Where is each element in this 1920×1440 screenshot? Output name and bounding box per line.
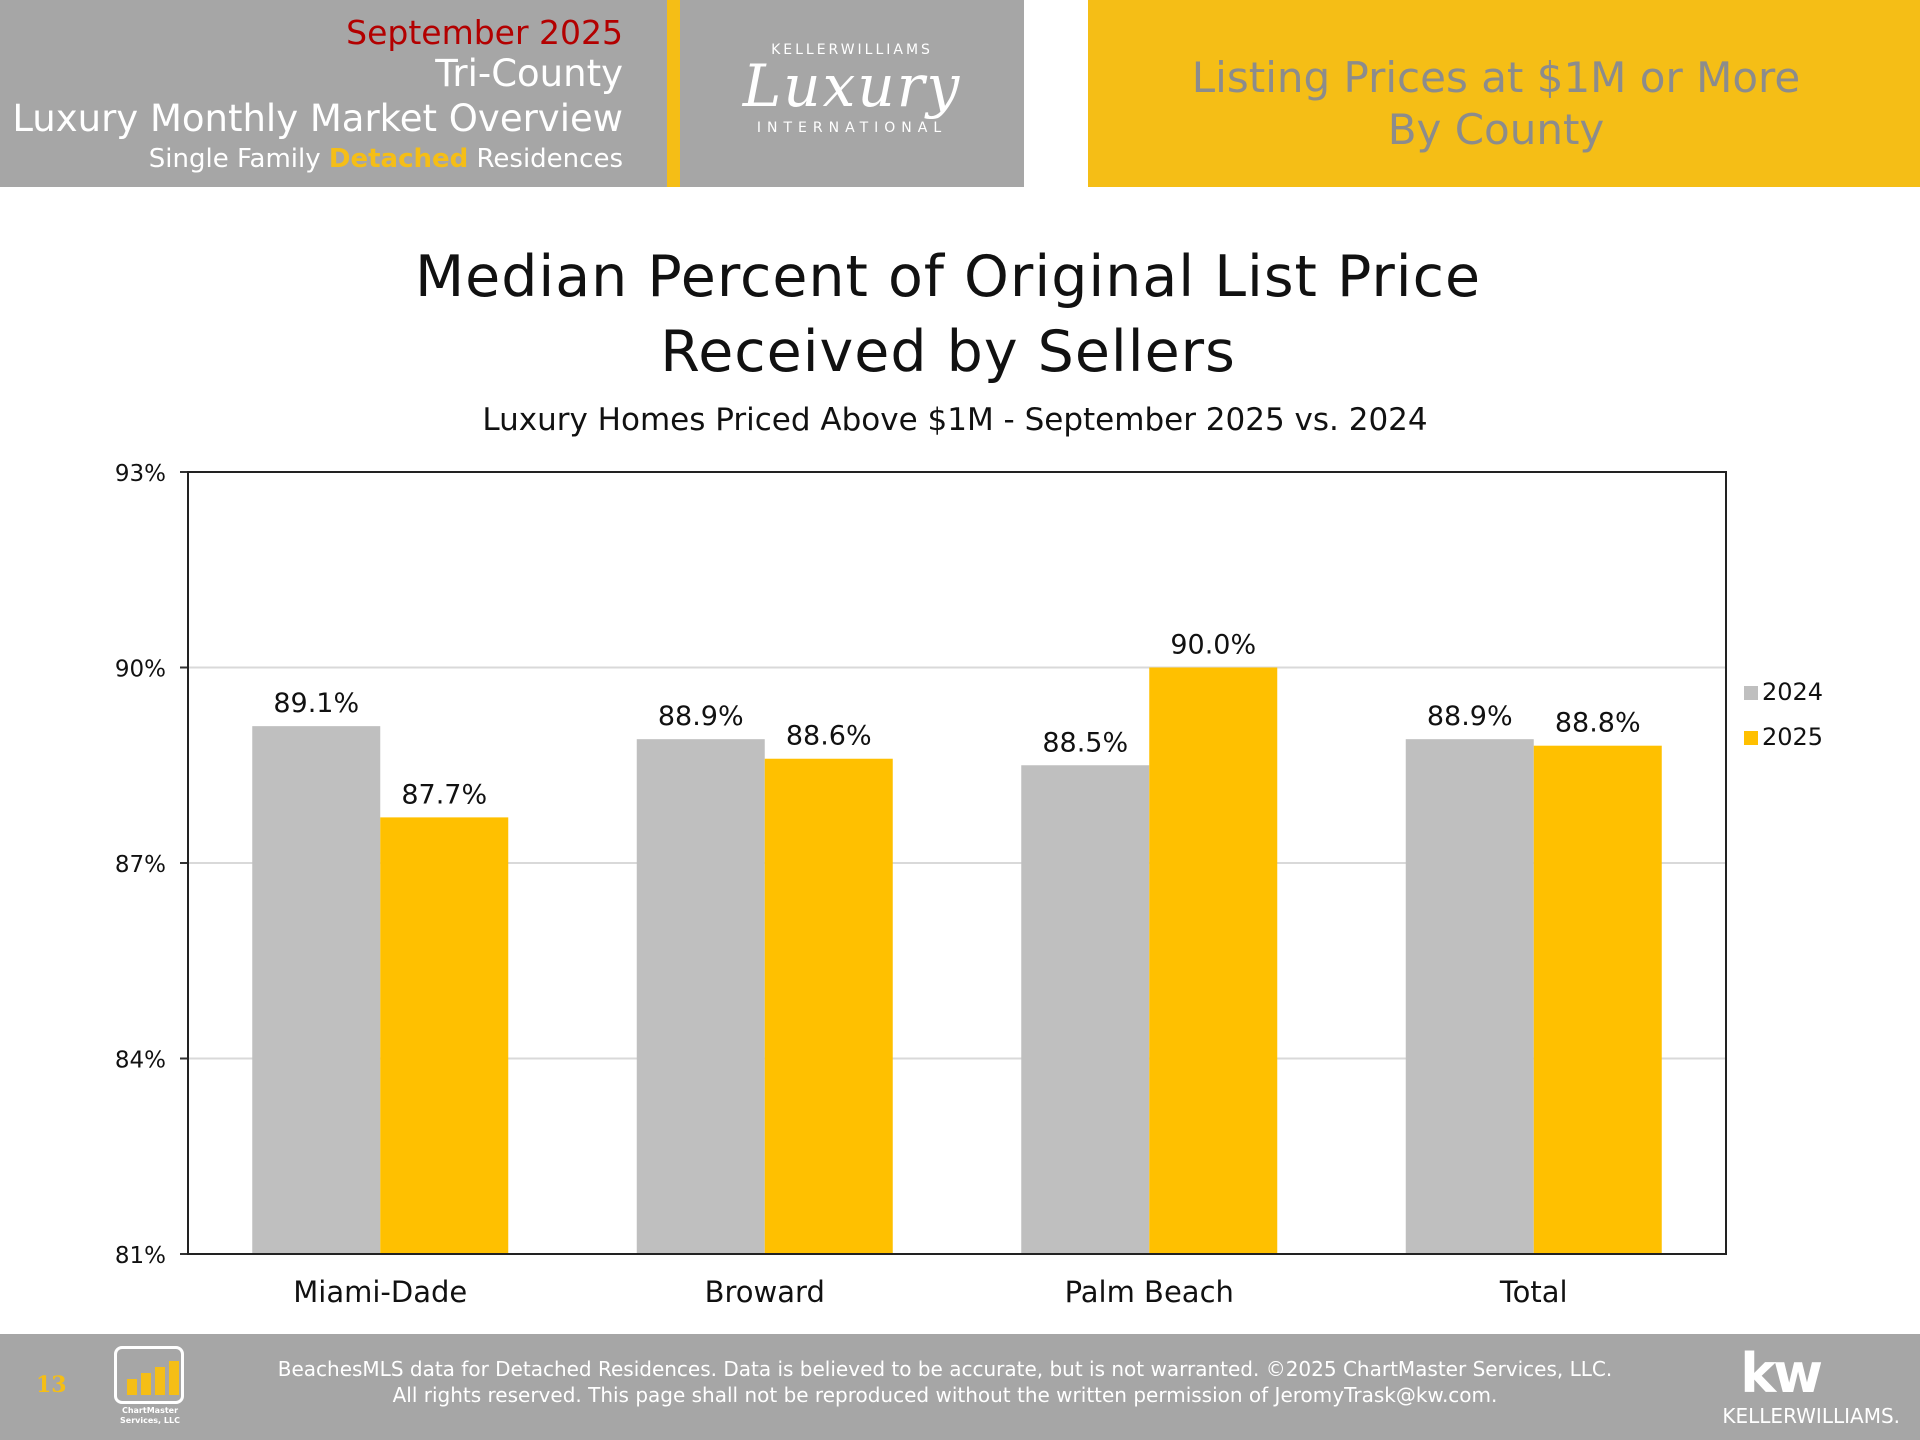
x-category-label: Miami-Dade	[293, 1275, 467, 1309]
kw-luxury-logo: KELLERWILLIAMS Luxury INTERNATIONAL	[680, 0, 1024, 187]
data-label: 87.7%	[401, 779, 487, 810]
chart-logo-icon	[114, 1346, 184, 1404]
y-tick-label: 90%	[115, 657, 166, 683]
legend-label-2024: 2024	[1762, 678, 1823, 706]
logo-script-text: Luxury	[742, 52, 962, 120]
chart-title: Median Percent of Original List Price Re…	[0, 240, 1896, 390]
x-category-label: Total	[1499, 1275, 1568, 1309]
footer: 13 ChartMaster Services, LLC BeachesMLS …	[0, 1334, 1920, 1440]
report-month: September 2025	[346, 13, 623, 52]
disclaimer-line1: BeachesMLS data for Detached Residences.…	[277, 1357, 1613, 1381]
logo-bottom-text: INTERNATIONAL	[756, 120, 948, 136]
plot-border	[187, 471, 1727, 1255]
data-label: 88.9%	[658, 701, 744, 732]
legend-swatch-2024	[1744, 686, 1758, 700]
property-type-highlight: Detached	[328, 144, 469, 174]
bar-2025-broward	[764, 758, 893, 1254]
legend-swatch-2025	[1744, 731, 1758, 745]
kw-logo: kw KELLERWILLIAMS.	[1720, 1342, 1900, 1429]
data-label: 88.8%	[1555, 708, 1641, 739]
chart-title-line2: Received by Sellers	[660, 319, 1236, 385]
disclaimer: BeachesMLS data for Detached Residences.…	[230, 1356, 1660, 1408]
kw-mark: kw	[1740, 1342, 1823, 1405]
chartmaster-logo: ChartMaster Services, LLC	[110, 1346, 186, 1432]
report-overview: Luxury Monthly Market Overview	[12, 97, 623, 140]
y-tick-label: 87%	[115, 852, 166, 878]
chart-subtitle: Luxury Homes Priced Above $1M - Septembe…	[482, 402, 1428, 438]
data-label: 88.5%	[1042, 727, 1128, 758]
data-label: 89.1%	[273, 688, 359, 719]
data-label: 88.9%	[1427, 701, 1513, 732]
header-section-banner: Listing Prices at $1M or More By County	[1088, 0, 1920, 187]
legend-label-2025: 2025	[1762, 723, 1823, 751]
bar-2025-palm-beach	[1149, 667, 1278, 1254]
chart-title-line1: Median Percent of Original List Price	[414, 244, 1482, 310]
chartmaster-logo-text: ChartMaster Services, LLC	[120, 1406, 180, 1425]
data-label: 88.6%	[786, 721, 872, 752]
bar-2024-total	[1405, 739, 1534, 1254]
section-title-line2: By County	[1387, 105, 1605, 154]
bar-2025-total	[1533, 745, 1662, 1254]
x-category-label: Palm Beach	[1065, 1275, 1234, 1309]
data-label: 90.0%	[1170, 630, 1256, 661]
y-tick-label: 93%	[115, 461, 166, 487]
bar-chart: 81% 84% 87% 90% 93% 89.1% 87.7% Miami-Dade 88.9%…	[115, 461, 1823, 1309]
bar-2024-broward	[636, 739, 765, 1254]
section-title-line1: Listing Prices at $1M or More	[1191, 53, 1801, 102]
page-number: 13	[36, 1372, 67, 1398]
report-region: Tri-County	[435, 52, 623, 95]
property-type-suffix: Residences	[468, 144, 624, 174]
header-divider-stripe	[667, 0, 680, 187]
y-tick-label: 84%	[115, 1048, 166, 1074]
bar-2024-palm-beach	[1021, 765, 1150, 1254]
bar-2024-miami-dade	[252, 726, 381, 1254]
x-category-label: Broward	[705, 1275, 825, 1309]
property-type-prefix: Single Family	[148, 144, 329, 174]
y-tick-label: 81%	[115, 1243, 166, 1269]
kw-name: KELLERWILLIAMS.	[1722, 1404, 1900, 1428]
disclaimer-line2: All rights reserved. This page shall not…	[392, 1383, 1498, 1407]
property-type: Single Family Detached Residences	[12, 142, 623, 176]
header-info-panel: September 2025 Tri-County Luxury Monthly…	[0, 0, 667, 187]
bar-2025-miami-dade	[380, 817, 509, 1254]
logo-top-text: KELLERWILLIAMS	[771, 42, 933, 58]
